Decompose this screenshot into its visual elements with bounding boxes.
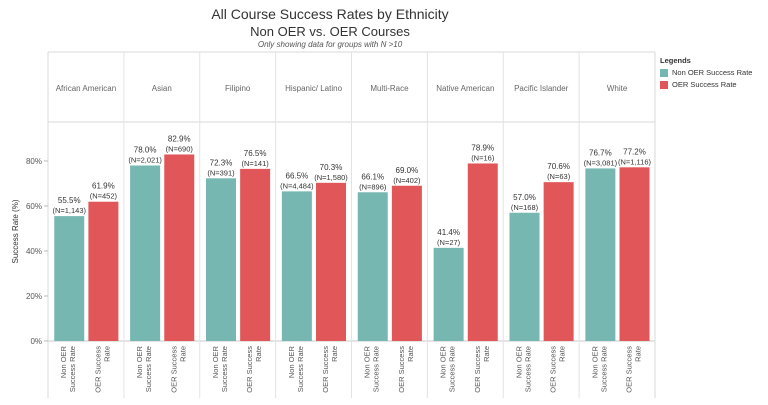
- bar: [467, 163, 498, 341]
- bar: [240, 168, 271, 341]
- n-label: (N=4,484): [280, 181, 314, 190]
- group-label: Pacific Islander: [514, 84, 569, 93]
- n-label: (N=1,116): [618, 157, 652, 166]
- data-label: 82.9%: [168, 134, 191, 143]
- n-label: (N=1,143): [52, 206, 86, 215]
- legend-item-non-oer: Non OER Success Rate: [660, 68, 768, 77]
- y-tick-label: 40%: [26, 247, 42, 256]
- x-tick-label: OER SuccessRate: [169, 346, 187, 393]
- data-label: 55.5%: [58, 196, 81, 205]
- legend-label-non-oer: Non OER Success Rate: [672, 68, 753, 77]
- group-label: Native American: [436, 84, 494, 93]
- x-tick-label: Non OERSuccess Rate: [59, 345, 77, 392]
- x-tick-label: Non OERSuccess Rate: [514, 345, 532, 392]
- x-tick-label: Non OERSuccess Rate: [211, 345, 229, 392]
- n-label: (N=27): [437, 238, 461, 247]
- legend-item-oer: OER Success Rate: [660, 80, 768, 89]
- n-label: (N=16): [471, 153, 495, 162]
- data-label: 78.0%: [134, 146, 157, 155]
- n-label: (N=1,580): [314, 173, 348, 182]
- group-label: Filipino: [225, 84, 251, 93]
- data-label: 78.9%: [471, 143, 494, 152]
- data-label: 70.6%: [547, 162, 570, 171]
- data-label: 70.3%: [320, 163, 343, 172]
- data-label: 61.9%: [92, 182, 115, 191]
- x-tick-label: OER SuccessRate: [397, 346, 415, 393]
- legend-swatch-oer: [660, 80, 668, 89]
- data-label: 69.0%: [396, 166, 419, 175]
- x-tick-label: OER SuccessRate: [625, 346, 643, 393]
- y-tick-label: 60%: [26, 202, 42, 211]
- group-label: Hispanic/ Latino: [285, 84, 342, 93]
- n-label: (N=141): [241, 159, 269, 168]
- n-label: (N=391): [207, 168, 235, 177]
- bar: [281, 191, 312, 341]
- n-label: (N=690): [166, 144, 194, 153]
- bar: [54, 216, 85, 341]
- bar: [205, 178, 236, 341]
- legend-title: Legends: [660, 56, 691, 65]
- bar: [357, 192, 388, 341]
- x-tick-label: OER SuccessRate: [321, 346, 339, 393]
- data-label: 41.4%: [437, 228, 460, 237]
- y-tick-label: 80%: [26, 157, 42, 166]
- legend: Legends Non OER Success Rate OER Success…: [660, 56, 768, 92]
- data-label: 66.5%: [286, 171, 309, 180]
- n-label: (N=63): [547, 172, 571, 181]
- x-tick-label: OER SuccessRate: [245, 346, 263, 393]
- x-tick-label: OER SuccessRate: [93, 346, 111, 393]
- bar: [130, 165, 161, 341]
- group-label: Asian: [152, 84, 172, 93]
- bar: [585, 168, 616, 341]
- n-label: (N=2,021): [128, 156, 162, 165]
- bar: [316, 182, 347, 341]
- n-label: (N=402): [393, 176, 421, 185]
- n-label: (N=3,081): [584, 158, 618, 167]
- y-tick-label: 20%: [26, 292, 42, 301]
- legend-label-oer: OER Success Rate: [672, 80, 737, 89]
- y-tick-label: 0%: [30, 337, 42, 346]
- y-axis-label: Success Rate (%): [11, 199, 20, 263]
- bar: [619, 167, 650, 341]
- x-tick-label: Non OERSuccess Rate: [590, 345, 608, 392]
- chart-subtitle: Non OER vs. OER Courses: [250, 24, 410, 39]
- data-label: 76.7%: [589, 148, 612, 157]
- data-label: 77.2%: [623, 147, 646, 156]
- bar: [433, 247, 464, 341]
- bar: [509, 212, 540, 341]
- x-tick-label: Non OERSuccess Rate: [287, 345, 305, 392]
- n-label: (N=452): [90, 192, 118, 201]
- data-label: 57.0%: [513, 193, 536, 202]
- x-tick-label: Non OERSuccess Rate: [135, 345, 153, 392]
- chart-title: All Course Success Rates by Ethnicity: [211, 6, 449, 22]
- group-label: African American: [56, 84, 116, 93]
- x-tick-label: Non OERSuccess Rate: [439, 345, 457, 392]
- legend-swatch-non-oer: [660, 68, 668, 77]
- data-label: 66.1%: [361, 172, 384, 181]
- n-label: (N=168): [511, 203, 539, 212]
- bar: [164, 154, 195, 341]
- x-tick-label: Non OERSuccess Rate: [363, 345, 381, 392]
- chart-note: Only showing data for groups with N >10: [257, 40, 403, 49]
- n-label: (N=896): [359, 182, 387, 191]
- data-label: 72.3%: [210, 158, 233, 167]
- bar: [391, 185, 422, 341]
- bar: [543, 182, 574, 341]
- bar: [88, 201, 119, 341]
- x-tick-label: OER SuccessRate: [473, 346, 491, 393]
- data-label: 76.5%: [244, 149, 267, 158]
- group-label: White: [607, 84, 628, 93]
- group-label: Multi-Race: [370, 84, 409, 93]
- x-tick-label: OER SuccessRate: [549, 346, 567, 393]
